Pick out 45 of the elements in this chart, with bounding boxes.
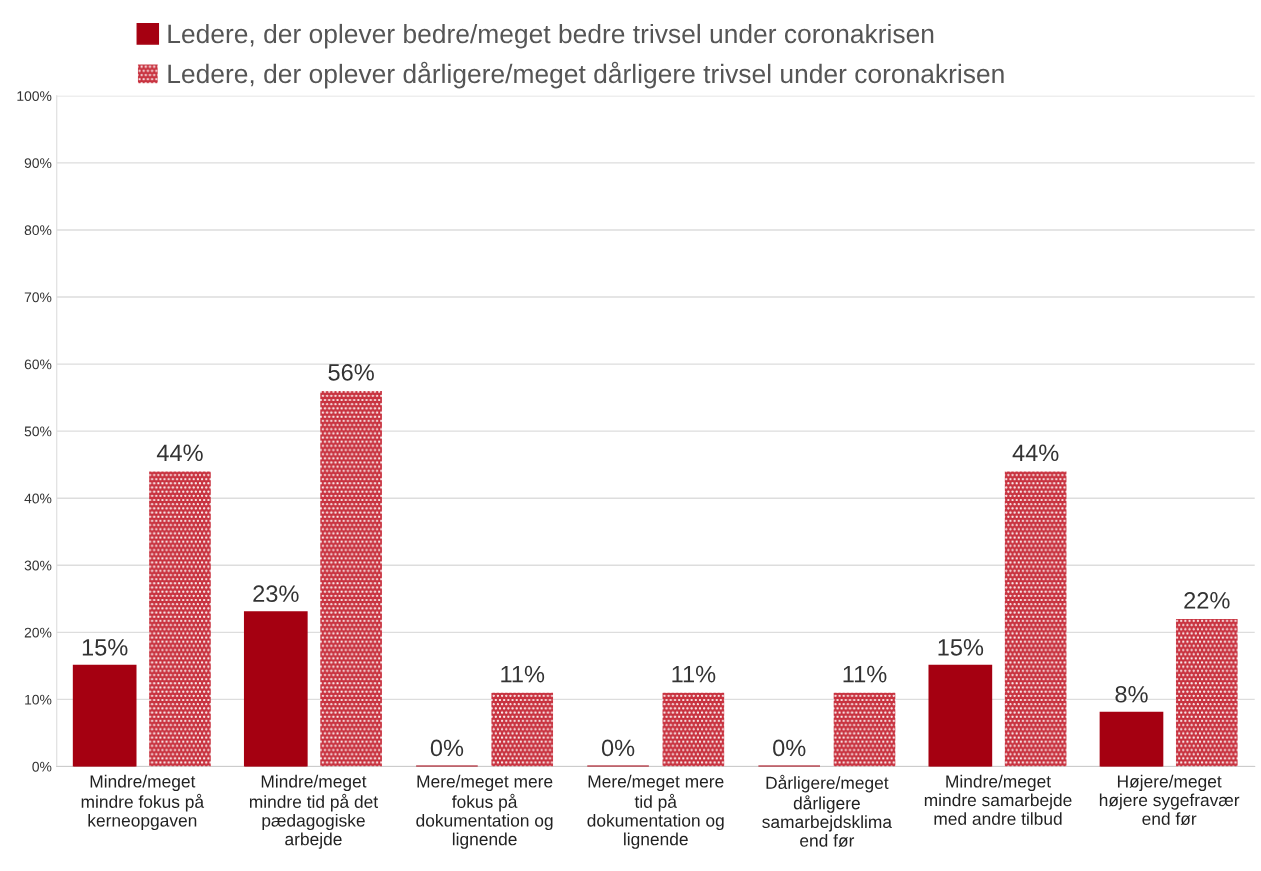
data-label: 8%: [1115, 685, 1148, 703]
bar: [491, 692, 554, 767]
data-label: 0%: [773, 739, 806, 757]
data-label: 22%: [1184, 591, 1230, 609]
y-tick-label: 50%: [24, 426, 52, 437]
data-label: 11%: [843, 665, 887, 683]
y-tick-label: 10%: [25, 694, 52, 705]
bar: [1004, 471, 1067, 767]
x-tick-label: Mindre/meget mindre fokus på kerneopgaven: [81, 774, 205, 831]
data-label: 44%: [1012, 444, 1059, 462]
y-tick-label: 30%: [24, 560, 52, 571]
bar: [662, 692, 725, 767]
bar: [833, 692, 896, 767]
x-tick-label: Mere/meget mere tid på dokumentation og lignende: [587, 774, 724, 849]
x-tick-label: Højere/meget højere sygefravær end før: [1099, 774, 1240, 826]
y-tick-label: 40%: [24, 493, 52, 504]
bar: [1175, 618, 1238, 767]
bar: [1099, 711, 1164, 767]
x-tick-label: Mindre/meget mindre tid på det pædagogiske arbejde: [249, 774, 378, 849]
legend-label: Ledere, der oplever bedre/meget bedre trivsel under coronakrisen: [168, 23, 934, 49]
y-tick-label: 20%: [24, 627, 52, 638]
bar: [149, 471, 211, 767]
data-label: 44%: [156, 444, 203, 462]
bar: [243, 611, 308, 767]
bar: [928, 664, 993, 767]
legend-label: Ledere, der oplever dårligere/meget dårligere trivsel under coronakrisen: [168, 61, 1004, 89]
data-label: 11%: [501, 665, 545, 683]
data-label: 15%: [938, 639, 984, 656]
y-tick-label: 100%: [17, 91, 52, 101]
y-tick-label: 0%: [32, 761, 52, 772]
y-tick-label: 70%: [24, 292, 52, 303]
bar: [72, 664, 137, 767]
x-tick-label: Mindre/meget mindre samarbejde med andre tilbud: [924, 774, 1072, 825]
x-tick-label: Mere/meget mere fokus på dokumentation og lignende: [416, 774, 553, 849]
y-tick-label: 80%: [24, 225, 52, 236]
y-tick-label: 60%: [24, 359, 52, 370]
data-label: 0%: [430, 739, 464, 757]
data-label: 23%: [253, 585, 299, 602]
data-label: 11%: [672, 665, 716, 683]
data-label: 56%: [328, 363, 374, 381]
bar: [320, 390, 382, 767]
x-tick-label: Dårligere/meget dårligere samarbejdsklima end før: [762, 774, 892, 847]
data-label: 15%: [82, 639, 128, 656]
data-label: 0%: [601, 739, 635, 757]
y-tick-label: 90%: [24, 158, 52, 169]
